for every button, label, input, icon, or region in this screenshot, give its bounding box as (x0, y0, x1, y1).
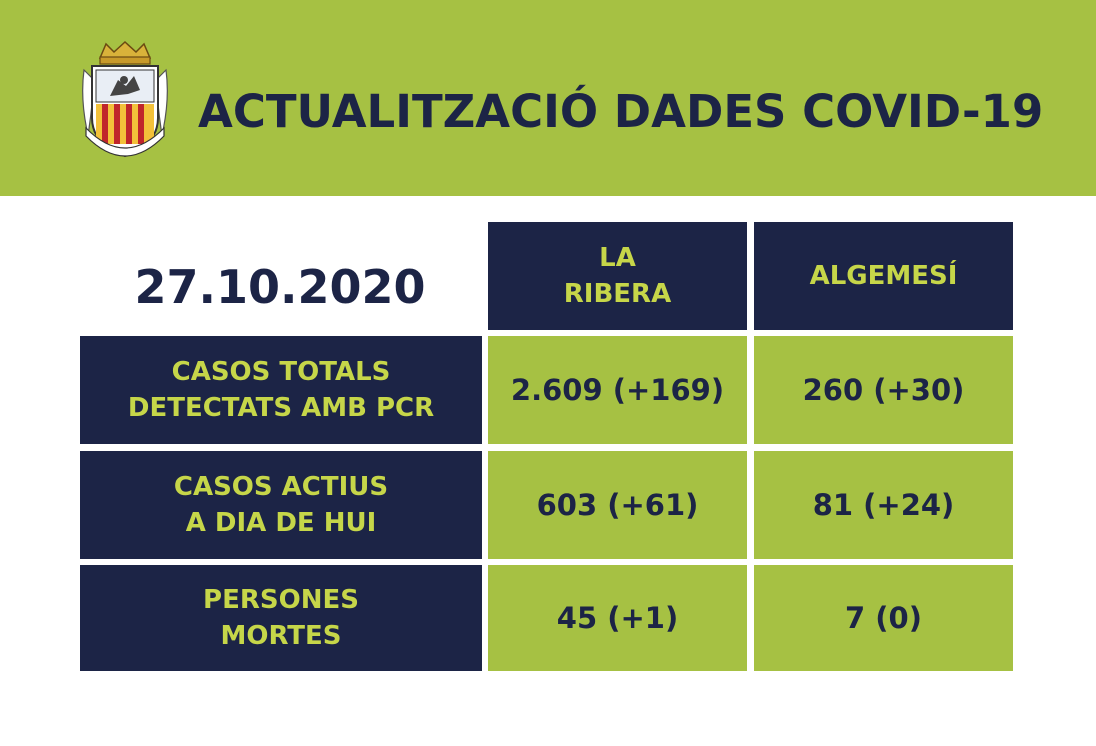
header-banner: ACTUALITZACIÓ DADES COVID-19 (0, 0, 1096, 196)
column-header-la-ribera: LA RIBERA (488, 222, 747, 330)
row-header-line2: DETECTATS AMB PCR (127, 393, 435, 423)
row-header-line2: MORTES (220, 621, 342, 651)
coat-of-arms-logo (82, 40, 168, 158)
row-header-casos-totals: CASOS TOTALS DETECTATS AMB PCR (80, 336, 482, 444)
row-header-line1: CASOS TOTALS (171, 357, 391, 387)
column-header-line1: ALGEMESÍ (809, 261, 958, 291)
value-cell: 603 (+61) (488, 451, 747, 559)
value-cell: 260 (+30) (754, 336, 1013, 444)
value-cell: 81 (+24) (754, 451, 1013, 559)
row-header-line1: PERSONES (203, 585, 359, 615)
row-header-casos-actius: CASOS ACTIUS A DIA DE HUI (80, 451, 482, 559)
value-cell: 7 (0) (754, 565, 1013, 671)
value-cell: 45 (+1) (488, 565, 747, 671)
column-header-line1: LA (599, 243, 636, 273)
row-header-line2: A DIA DE HUI (185, 508, 377, 538)
column-header-line2: RIBERA (563, 279, 672, 309)
column-header-algemesi: ALGEMESÍ (754, 222, 1013, 330)
row-header-persones-mortes: PERSONES MORTES (80, 565, 482, 671)
row-header-line1: CASOS ACTIUS (173, 472, 389, 502)
page-title: ACTUALITZACIÓ DADES COVID-19 (198, 85, 1044, 138)
report-date: 27.10.2020 (134, 260, 426, 314)
value-cell: 2.609 (+169) (488, 336, 747, 444)
